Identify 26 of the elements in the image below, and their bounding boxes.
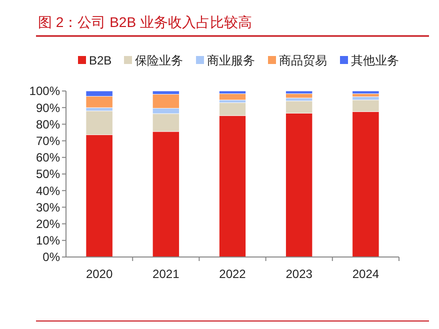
y-tick-label: 90% — [36, 100, 60, 115]
bar — [218, 93, 246, 100]
y-tick-label: 70% — [36, 134, 60, 148]
x-tick-label: 2023 — [286, 267, 313, 281]
y-tick-label: 10% — [36, 234, 60, 248]
y-tick-label: 20% — [36, 217, 60, 231]
y-tick-label: 40% — [36, 184, 60, 198]
bar — [286, 93, 313, 98]
y-tick-label: 30% — [36, 200, 60, 214]
x-tick-label: 2022 — [219, 267, 246, 281]
x-tick-label: 2020 — [86, 267, 113, 281]
bar — [352, 93, 380, 97]
x-tick-label: 2024 — [352, 267, 380, 281]
y-tick-label: 0% — [42, 250, 60, 264]
x-tick-label: 2021 — [152, 267, 180, 281]
y-tick-label: 100% — [29, 84, 60, 98]
bar — [352, 90, 380, 94]
y-tick-label: 50% — [36, 167, 60, 182]
legend-label: 商品贸易 — [279, 54, 327, 68]
y-tick-label: 60% — [36, 150, 60, 165]
legend-label: B2B — [89, 54, 112, 68]
legend-label: 其他业务 — [351, 54, 399, 68]
chart-title: 图 2：公司 B2B 业务收入占比较高 — [38, 14, 252, 30]
legend-label: 保险业务 — [135, 54, 183, 68]
y-tick-label: 80% — [36, 117, 60, 132]
legend-label: 商业服务 — [207, 54, 255, 68]
